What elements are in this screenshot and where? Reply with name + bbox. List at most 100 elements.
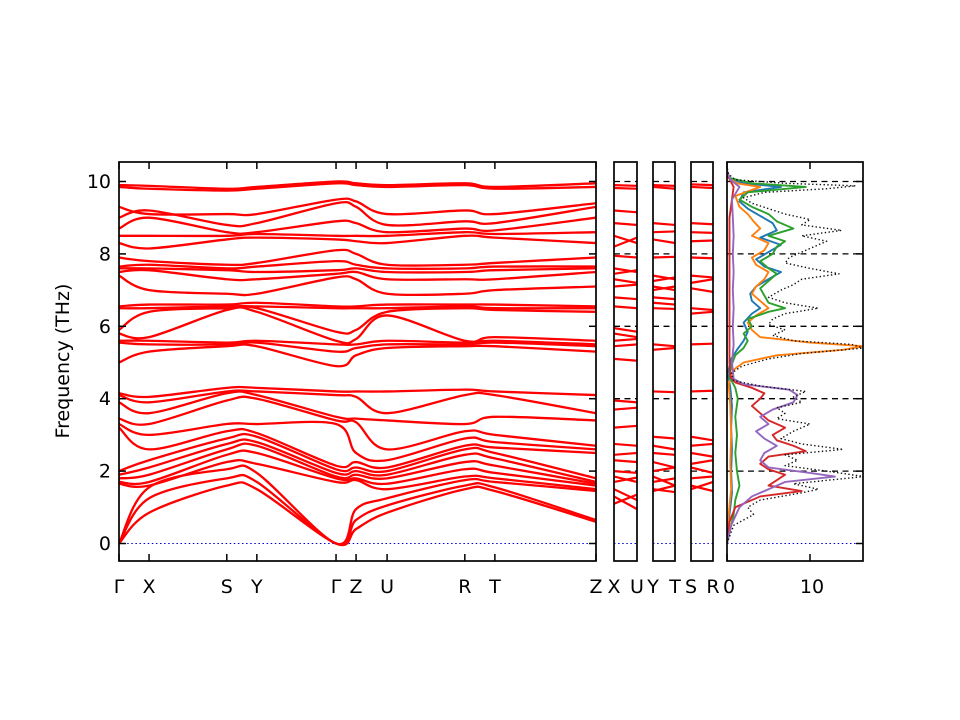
phonon-band-segment: [691, 287, 713, 294]
phonon-band-segment: [691, 222, 713, 226]
xu-segment-panel: [614, 184, 637, 511]
phonon-band-segment: [691, 185, 713, 190]
phonon-band-curve: [119, 274, 596, 297]
phonon-band-segment: [614, 236, 637, 248]
phonon-band-segment: [614, 186, 637, 190]
phonon-band-segment: [653, 460, 675, 469]
phonon-band-curve: [119, 267, 596, 274]
phonon-band-segment: [691, 484, 713, 493]
phonon-band-segment: [614, 488, 637, 502]
kpoint-label-main: Γ: [114, 576, 125, 598]
phonon-band-curve: [119, 305, 596, 335]
phonon-band-segment: [614, 283, 637, 288]
phonon-band-segment: [614, 495, 637, 511]
phonon-band-segment: [614, 184, 637, 187]
kpoint-label-main: S: [221, 576, 233, 598]
phonon-band-segment: [653, 390, 675, 394]
phonon-band-segment: [614, 406, 637, 411]
kpoint-label-xu: X: [607, 576, 620, 598]
dos-xtick-label: 10: [800, 576, 824, 598]
phonon-band-curve: [119, 481, 596, 547]
yt-panel-border: [652, 161, 676, 562]
kpoint-label-xu: U: [630, 576, 644, 598]
y-tick-label: 8: [99, 243, 111, 265]
phonon-band-segment: [691, 480, 713, 491]
phonon-band-curve: [119, 182, 596, 192]
phonon-band-curve: [119, 395, 596, 451]
phonon-band-curve: [119, 473, 596, 546]
dos-curve-total-dos: [727, 166, 863, 544]
phonon-band-segment: [653, 184, 675, 187]
kpoint-label-yt: Y: [646, 576, 659, 598]
phonon-band-segment: [653, 346, 675, 351]
phonon-band-segment: [691, 310, 713, 315]
phonon-band-segment: [691, 278, 713, 284]
kpoint-label-main: Y: [250, 576, 263, 598]
phonon-band-curve: [119, 248, 596, 267]
phonon-band-segment: [614, 234, 637, 245]
phonon-band-segment: [614, 493, 637, 505]
kpoint-label-sr: S: [685, 576, 697, 598]
phonon-band-curve: [119, 389, 596, 415]
phonon-band-curve: [119, 231, 596, 238]
phonon-band-segment: [653, 296, 675, 301]
y-axis-title: Frequency (THz): [52, 283, 74, 439]
phonon-band-segment: [614, 442, 637, 447]
dos-xtick-label: 0: [723, 576, 735, 598]
kpoint-label-main: X: [143, 576, 156, 598]
phonon-band-segment: [614, 209, 637, 214]
phonon-band-segment: [691, 442, 713, 447]
phonon-band-segment: [614, 296, 637, 301]
xu-panel-border: [613, 161, 638, 562]
phonon-band-segment: [653, 343, 675, 348]
phonon-band-segment: [614, 327, 637, 333]
phonon-band-segment: [614, 357, 637, 362]
phonon-band-segment: [614, 332, 637, 339]
phonon-band-segment: [653, 477, 675, 484]
phonon-band-curve: [119, 197, 596, 217]
phonon-band-curve: [119, 305, 596, 310]
phonon-band-curve: [119, 259, 596, 270]
phonon-band-curve: [119, 234, 596, 250]
y-tick-label: 0: [99, 533, 111, 555]
phonon-band-segment: [614, 424, 637, 429]
phonon-band-segment: [691, 435, 713, 442]
phonon-band-segment: [614, 278, 637, 284]
phonon-band-segment: [653, 484, 675, 493]
kpoint-label-main: U: [380, 576, 394, 598]
phonon-band-segment: [691, 256, 713, 260]
phonon-band-curve: [119, 426, 596, 470]
phonon-band-segment: [653, 435, 675, 440]
phonon-band-segment: [614, 459, 637, 464]
kpoint-label-main: T: [488, 576, 501, 598]
phonon-band-segment: [614, 222, 637, 227]
dos-panel: [727, 166, 863, 544]
phonon-band-segment: [653, 222, 675, 227]
phonon-band-curve: [119, 420, 596, 463]
phonon-band-segment: [653, 276, 675, 283]
phonon-band-segment: [614, 343, 637, 348]
phonon-band-segment: [691, 389, 713, 393]
phonon-band-segment: [691, 466, 713, 475]
phonon-band-curve: [119, 385, 596, 399]
sr-segment-panel: [691, 183, 713, 493]
phonon-band-segment: [653, 238, 675, 245]
phonon-band-segment: [691, 239, 713, 243]
phonon-band-segment: [614, 470, 637, 475]
phonon-band-segment: [691, 451, 713, 458]
dos-curve-pdos-red: [727, 173, 807, 544]
phonon-band-curve: [119, 339, 596, 347]
phonon-band-curve: [119, 306, 596, 345]
phonon-band-segment: [691, 307, 713, 312]
phonon-band-segment: [691, 475, 713, 480]
phonon-band-segment: [614, 399, 637, 404]
phonon-band-segment: [691, 342, 713, 346]
kpoint-label-main: Z: [350, 576, 363, 598]
phonon-band-segment: [653, 307, 675, 311]
phonon-band-segment: [691, 459, 713, 465]
yt-segment-panel: [653, 184, 675, 494]
phonon-band-curve: [119, 390, 596, 426]
kpoint-label-main: Γ: [331, 576, 342, 598]
y-tick-label: 10: [87, 171, 111, 193]
